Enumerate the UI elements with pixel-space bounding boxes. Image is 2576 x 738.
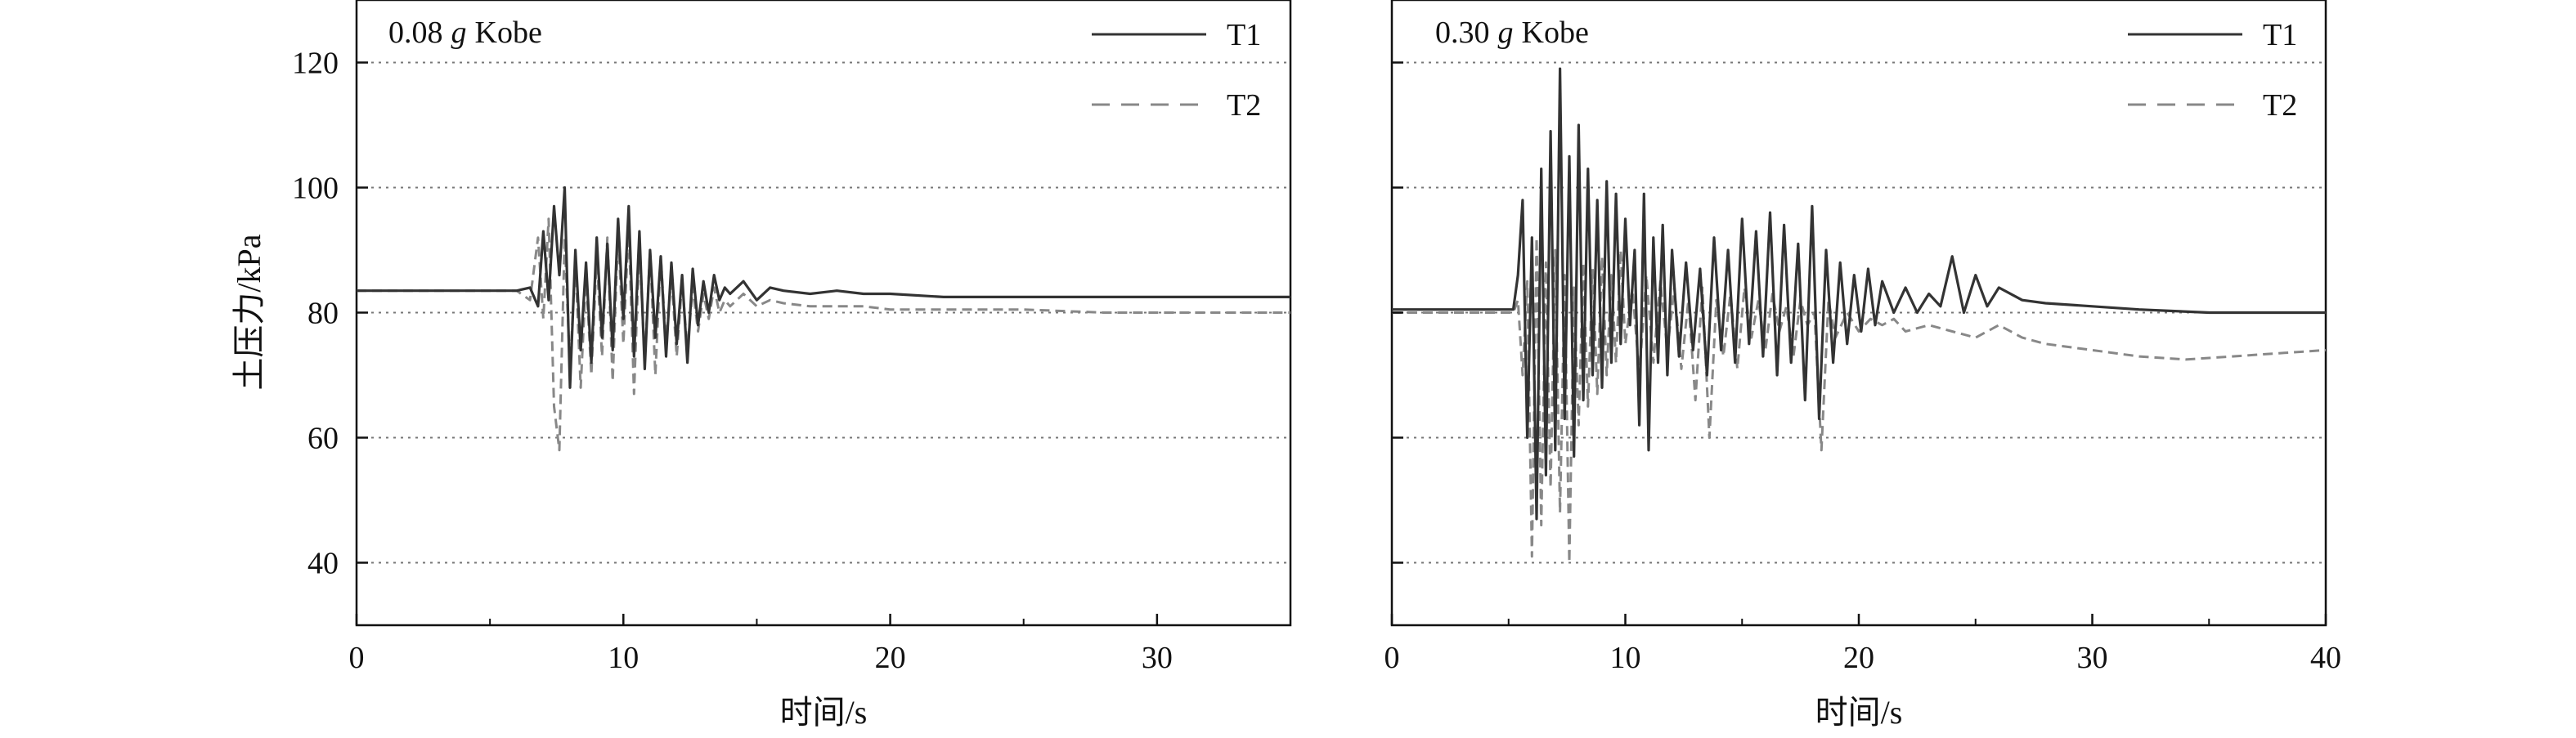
ticks: [1390, 61, 2327, 625]
legend: T1 T2: [1092, 18, 1261, 123]
x-tick-label-20: 20: [875, 641, 906, 675]
x-tick-label-30: 30: [1142, 641, 1173, 675]
tick-labels: 40 60 80 100 120 0 10 20 30: [292, 47, 1173, 676]
series-line-t1: [357, 186, 1290, 389]
x-tick-label-10: 10: [608, 641, 639, 675]
panel-0-30g-kobe: 0 10 20 30 40 0.30 g Kobe T1 T2 时间/s: [1384, 0, 2342, 731]
y-tick-label-100: 100: [292, 172, 339, 206]
x-tick-label-0: 0: [349, 641, 365, 675]
panel-title: 0.08 g Kobe: [388, 16, 542, 50]
ticks: [355, 61, 1159, 625]
x-tick-label-40: 40: [2310, 641, 2341, 675]
y-tick-label-80: 80: [307, 297, 339, 331]
legend-label-t2: T2: [1227, 88, 1261, 123]
series-line-t1: [1392, 67, 2326, 521]
x-tick-label-20: 20: [1843, 641, 1874, 675]
series-layer: [357, 186, 1290, 452]
y-tick-label-40: 40: [307, 547, 339, 581]
legend: T1 T2: [2128, 18, 2297, 123]
legend-label-t2: T2: [2263, 88, 2297, 123]
legend-label-t1: T1: [1227, 18, 1261, 52]
x-axis-title: 时间/s: [780, 694, 868, 731]
y-tick-label-120: 120: [292, 47, 339, 81]
y-tick-label-60: 60: [307, 422, 339, 456]
tick-labels: 0 10 20 30 40: [1384, 641, 2342, 675]
series-line-t2: [357, 217, 1290, 452]
legend-label-t1: T1: [2263, 18, 2297, 52]
x-tick-label-30: 30: [2077, 641, 2108, 675]
y-axis-title: 土压力/kPa: [231, 234, 267, 390]
grid: [357, 61, 1290, 564]
x-tick-label-0: 0: [1384, 641, 1400, 675]
panel-title: 0.30 g Kobe: [1435, 16, 1589, 50]
x-axis-title: 时间/s: [1815, 694, 1903, 731]
series-layer: [1392, 67, 2327, 564]
x-tick-label-10: 10: [1610, 641, 1641, 675]
panel-0-08g-kobe: 40 60 80 100 120 0 10 20 30 0.08 g Kobe T1 T2 时间/s…: [231, 0, 1292, 731]
